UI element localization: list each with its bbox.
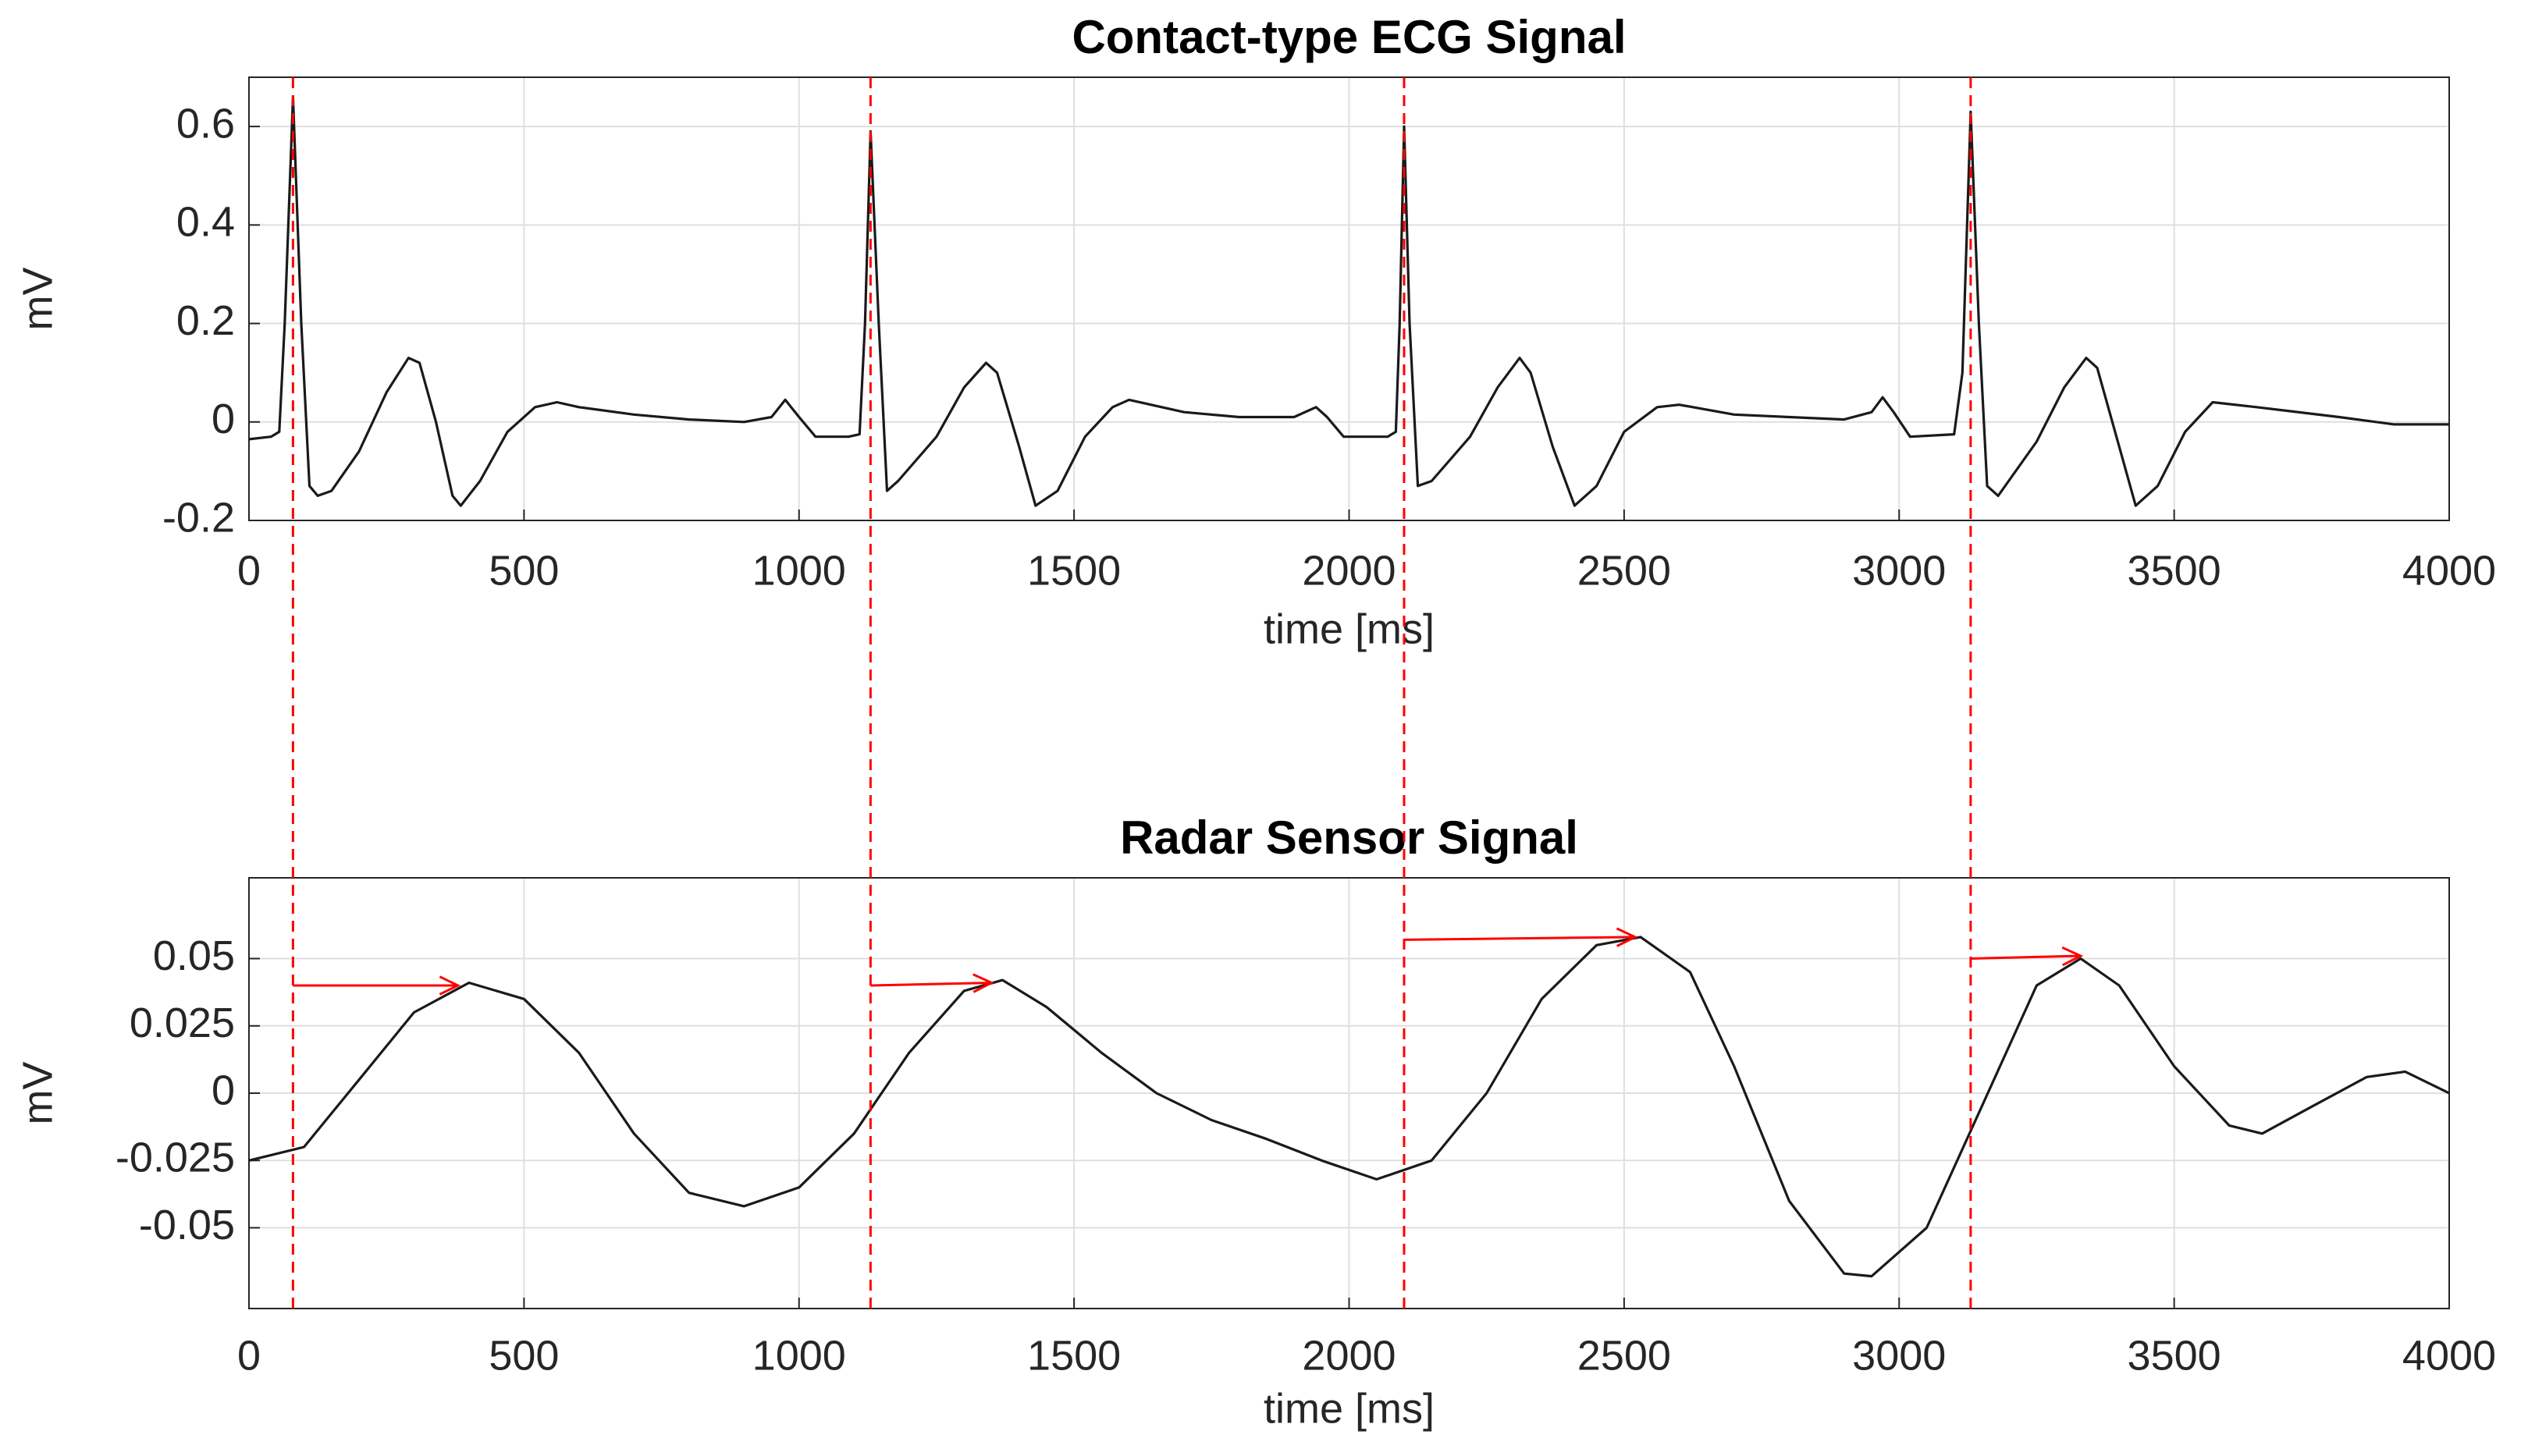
y-tick-label: 0.2 xyxy=(176,297,235,344)
delay-arrow xyxy=(1970,946,2084,967)
x-tick-label: 1500 xyxy=(1027,1332,1121,1379)
x-tick-label: 4000 xyxy=(2402,1332,2496,1379)
y-tick-label: 0.025 xyxy=(130,1000,235,1046)
y-tick-label: 0.4 xyxy=(176,199,235,246)
delay-arrow xyxy=(1403,927,1638,947)
y-tick-label: 0 xyxy=(212,1067,235,1113)
x-axis-label: time [ms] xyxy=(1264,1385,1435,1432)
x-tick-label: 0 xyxy=(237,547,261,594)
y-tick-label: -0.2 xyxy=(162,494,235,541)
signal-line xyxy=(248,95,2449,507)
y-axis-label: mV xyxy=(14,1062,61,1125)
chart-title: Radar Sensor Signal xyxy=(1120,811,1578,864)
x-tick-label: 2000 xyxy=(1302,547,1396,594)
x-tick-label: 3000 xyxy=(1852,547,1946,594)
axes-frame xyxy=(248,76,2450,521)
x-tick-label: 3000 xyxy=(1852,1332,1946,1379)
x-tick-label: 2000 xyxy=(1302,1332,1396,1379)
x-tick-label: 2500 xyxy=(1577,1332,1671,1379)
x-tick-label: 3500 xyxy=(2128,547,2221,594)
delay-arrow xyxy=(870,973,994,993)
chart-title: Contact-type ECG Signal xyxy=(1072,11,1626,63)
signal-line xyxy=(248,936,2450,1278)
y-tick-label: -0.05 xyxy=(139,1202,235,1248)
delay-arrow xyxy=(293,975,461,996)
y-tick-label: 0.05 xyxy=(153,932,235,979)
x-tick-label: 1500 xyxy=(1027,547,1121,594)
y-tick-label: 0.6 xyxy=(176,100,235,147)
x-tick-label: 500 xyxy=(489,547,559,594)
x-tick-label: 0 xyxy=(237,1332,261,1379)
x-tick-label: 3500 xyxy=(2128,1332,2221,1379)
x-tick-label: 4000 xyxy=(2402,547,2496,594)
y-axis-label: mV xyxy=(14,268,61,331)
x-tick-label: 2500 xyxy=(1577,547,1671,594)
y-tick-label: -0.025 xyxy=(116,1135,235,1181)
x-tick-label: 1000 xyxy=(752,547,846,594)
y-tick-label: 0 xyxy=(212,396,235,442)
x-tick-label: 500 xyxy=(489,1332,559,1379)
x-axis-label: time [ms] xyxy=(1264,605,1435,652)
x-tick-label: 1000 xyxy=(752,1332,846,1379)
